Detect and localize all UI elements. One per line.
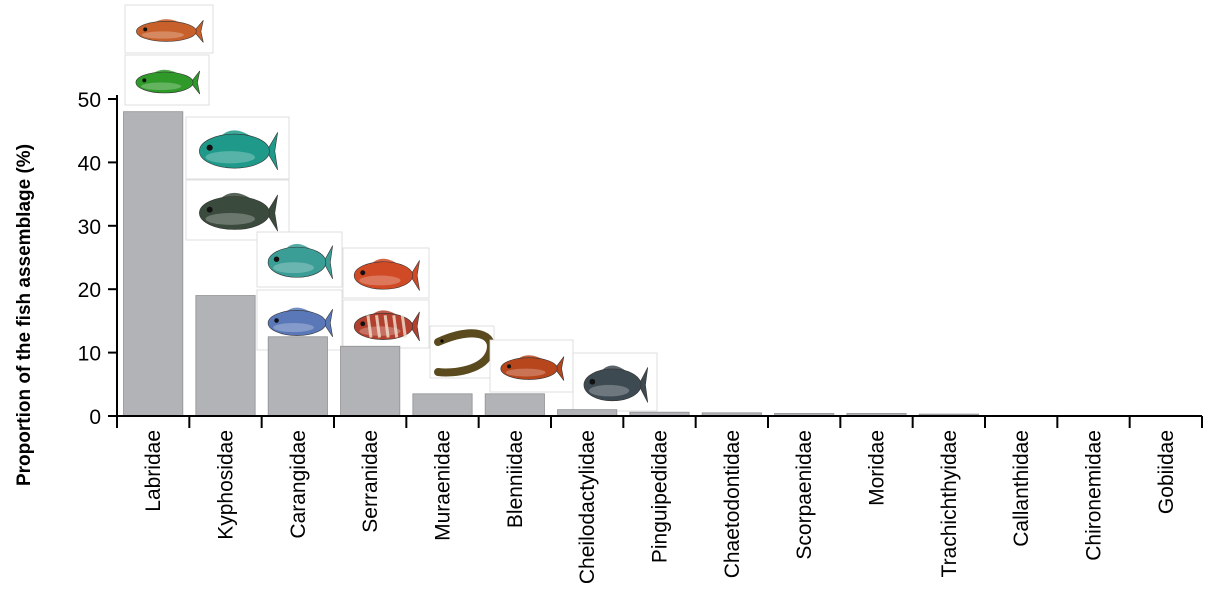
category-label: Callanthidae [1010, 430, 1033, 547]
category-label: Gobiidae [1155, 430, 1178, 514]
bar-kyphosidae [195, 295, 256, 417]
category-label: Labridae [142, 430, 165, 512]
y-tick-label: 20 [78, 279, 101, 302]
teal-jack-icon [256, 231, 343, 288]
category-label: Muraenidae [432, 430, 455, 541]
green-wrasse-icon [124, 54, 210, 106]
bars [123, 111, 1196, 417]
fish-illustrations [124, 4, 658, 412]
dark-drummer-icon [185, 179, 290, 241]
y-tick-label: 50 [78, 89, 101, 112]
bar-muraenidae [412, 393, 473, 417]
y-tick-label: 30 [78, 216, 101, 239]
category-label: Blenniidae [504, 430, 527, 528]
red-wrasse-icon [124, 4, 214, 54]
category-label: Carangidae [287, 430, 310, 539]
bar-labridae [123, 111, 184, 417]
category-label: Pinguipedidae [649, 430, 672, 563]
red-perch-icon [342, 247, 430, 299]
banded-perch-icon [342, 299, 430, 349]
morwong-icon [572, 352, 658, 412]
y-tick-label: 0 [89, 406, 101, 429]
category-label: Chironemidae [1083, 430, 1106, 561]
axes: 0 10 20 30 40 50 Labridae Kyphosidae Carangidae S… [78, 89, 1203, 584]
bar-carangidae [267, 336, 328, 417]
bar-blenniidae [484, 393, 545, 417]
category-label: Scorpaenidae [793, 430, 816, 560]
category-label: Trachichthyidae [938, 430, 961, 577]
bar-serranidae [340, 345, 401, 417]
y-axis-label: Proportion of the fish assemblage (%) [14, 144, 35, 486]
moray-eel-icon [429, 325, 495, 379]
category-label: Chaetodontidae [721, 430, 744, 578]
teal-drummer-icon [185, 116, 290, 180]
category-label: Moridae [866, 430, 889, 506]
category-label: Kyphosidae [215, 430, 238, 540]
blenny-icon [489, 339, 574, 393]
y-tick-label: 10 [78, 343, 101, 366]
category-label: Serranidae [359, 430, 382, 533]
category-label: Cheilodactylidae [576, 430, 599, 584]
y-tick-label: 40 [78, 152, 101, 175]
